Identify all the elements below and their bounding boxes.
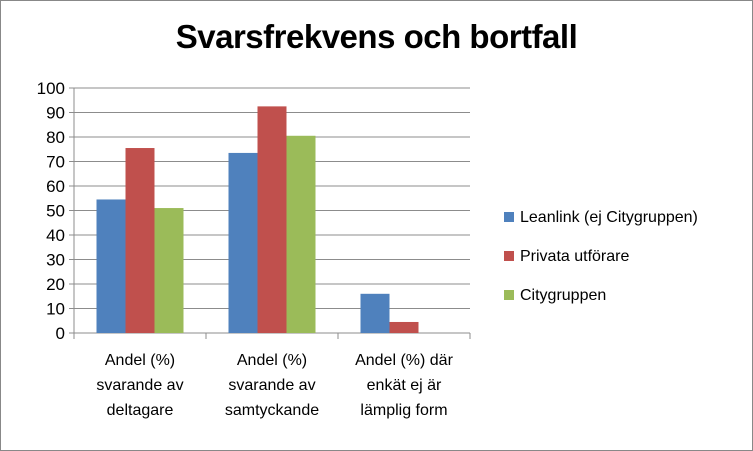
bar	[96, 199, 126, 333]
legend-swatch	[504, 212, 514, 222]
bars	[96, 106, 419, 333]
y-tick-label: 80	[46, 128, 65, 147]
y-tick-label: 100	[37, 79, 65, 98]
y-tick-labels: 0 10 20 30 40 50 60 70 80 90 100	[37, 79, 65, 343]
y-tick-label: 40	[46, 226, 65, 245]
x-category-label: lämplig form	[360, 402, 447, 419]
x-category-label: svarande av	[228, 377, 315, 394]
y-tick-label: 90	[46, 104, 65, 123]
y-tick-label: 60	[46, 177, 65, 196]
x-category-label: deltagare	[107, 402, 174, 419]
y-tick-label: 70	[46, 153, 65, 172]
chart-title: Svarsfrekvens och bortfall	[175, 18, 578, 55]
bar	[286, 135, 316, 333]
y-tick-label: 0	[56, 324, 65, 343]
bar	[257, 106, 287, 333]
x-category-label: enkät ej är	[367, 377, 442, 394]
legend-label: Privata utförare	[520, 248, 629, 265]
x-category-label: Andel (%)	[237, 352, 307, 369]
legend: Leanlink (ej Citygruppen) Privata utförar…	[504, 209, 698, 304]
bar	[154, 208, 184, 333]
bar	[389, 321, 419, 333]
x-category-label: svarande av	[96, 377, 183, 394]
y-tick-label: 50	[46, 202, 65, 221]
legend-swatch	[504, 251, 514, 261]
legend-label: Leanlink (ej Citygruppen)	[520, 209, 698, 226]
x-category-label: Andel (%) där	[355, 352, 453, 369]
legend-label: Citygruppen	[520, 287, 606, 304]
bar	[228, 152, 258, 333]
legend-swatch	[504, 290, 514, 300]
y-tick-label: 20	[46, 275, 65, 294]
x-category-label: samtyckande	[225, 402, 319, 419]
y-tick-label: 30	[46, 251, 65, 270]
x-category-label: Andel (%)	[105, 352, 175, 369]
bar	[125, 148, 155, 333]
y-tick-label: 10	[46, 300, 65, 319]
bar	[360, 293, 390, 333]
x-category-labels: Andel (%) svarande av deltagare Andel (%) sv…	[96, 352, 453, 419]
